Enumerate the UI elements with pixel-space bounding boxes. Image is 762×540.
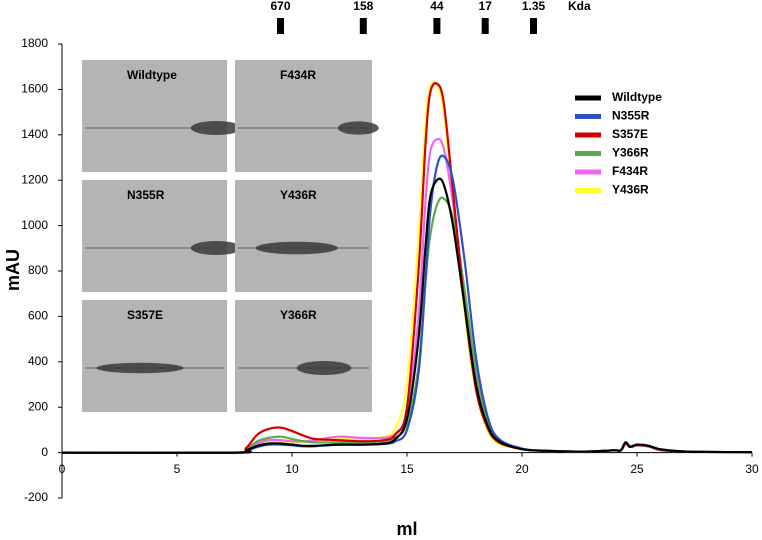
gel-image — [235, 180, 372, 292]
size-marker — [359, 18, 367, 34]
gel-band — [296, 361, 352, 375]
gel-image — [235, 300, 372, 412]
gel-label: Y436R — [280, 188, 317, 202]
y-tick-label: 1400 — [21, 127, 48, 141]
gel-band — [190, 121, 242, 135]
gel-band — [190, 241, 242, 255]
gel-label: Y366R — [280, 308, 317, 322]
gel-label: N355R — [127, 188, 165, 202]
y-tick-label: 1600 — [21, 82, 48, 96]
legend-label: N355R — [612, 109, 650, 123]
gel-band — [255, 241, 338, 255]
y-axis-label: mAU — [3, 249, 23, 291]
y-tick-label: 400 — [28, 354, 48, 368]
x-tick-label: 0 — [59, 462, 66, 476]
size-marker-label: 670 — [270, 0, 290, 13]
size-marker-label: 1.35 — [522, 0, 546, 13]
gel-image — [235, 60, 372, 172]
x-tick-label: 25 — [630, 462, 644, 476]
gel-label: F434R — [280, 68, 316, 82]
gel-label: Wildtype — [127, 68, 177, 82]
y-tick-label: 1200 — [21, 172, 48, 186]
data-line — [61, 177, 753, 454]
marker-unit: Kda — [568, 0, 591, 13]
legend-label: S357E — [612, 127, 648, 141]
y-tick-label: 1800 — [21, 36, 48, 50]
legend-label: F434R — [612, 164, 648, 178]
x-tick-label: 10 — [285, 462, 299, 476]
gel-image — [82, 300, 227, 412]
legend-label: Wildtype — [612, 90, 662, 104]
size-marker — [481, 18, 489, 34]
size-marker-label: 158 — [353, 0, 373, 13]
y-tick-label: -200 — [24, 490, 48, 504]
x-tick-label: 5 — [174, 462, 181, 476]
gel-label: S357E — [127, 308, 163, 322]
gel-image — [82, 60, 227, 172]
y-tick-label: 0 — [41, 445, 48, 459]
size-marker — [530, 18, 537, 34]
legend-label: Y436R — [612, 183, 649, 197]
x-tick-label: 20 — [515, 462, 529, 476]
x-axis-label: ml — [396, 519, 417, 539]
gel-image — [82, 180, 227, 292]
y-tick-label: 600 — [28, 309, 48, 323]
gel-band — [337, 121, 379, 135]
x-tick-label: 30 — [745, 462, 759, 476]
size-marker — [277, 18, 284, 34]
size-marker-label: 44 — [430, 0, 444, 13]
gel-band — [96, 362, 184, 374]
size-marker-label: 17 — [479, 0, 493, 13]
legend-label: Y366R — [612, 146, 649, 160]
y-tick-label: 200 — [28, 399, 48, 413]
y-tick-label: 800 — [28, 263, 48, 277]
x-tick-label: 15 — [400, 462, 414, 476]
size-marker — [433, 18, 441, 34]
y-tick-label: 1000 — [21, 218, 48, 232]
gel-insets: Wildtype F434R N355R Y436R S357E Y366R — [82, 60, 379, 412]
